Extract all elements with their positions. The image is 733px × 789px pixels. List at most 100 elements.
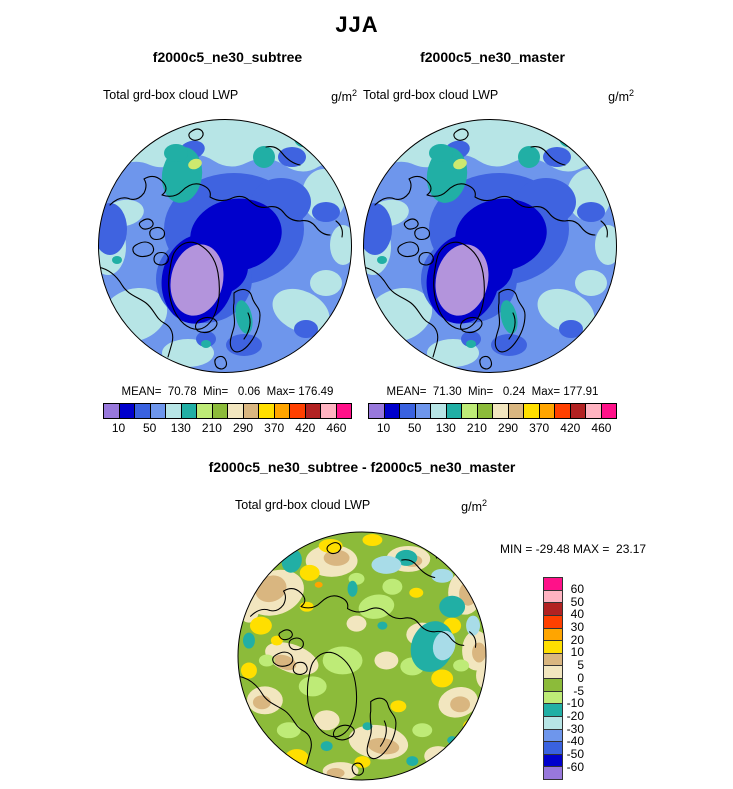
colorbar-tick-label: 10 [111, 421, 126, 435]
diff-minmax-text: MIN = -29.48 MAX = 23.17 [500, 542, 647, 556]
units-label: g/m2 [331, 88, 357, 105]
colorbar-cell [476, 404, 492, 418]
diff-panel-title: f2000c5_ne30_subtree - f2000c5_ne30_mast… [208, 459, 516, 475]
colorbar-cell [544, 640, 562, 653]
polar-map-master [363, 119, 617, 373]
colorbar-tick-label: 460 [326, 421, 347, 435]
colorbar-tick-label: 130 [170, 421, 191, 435]
colorbar-tick-label: -5 [573, 683, 584, 698]
colorbar-tick-label: -20 [566, 708, 584, 723]
colorbar-tick-label: 10 [570, 645, 584, 660]
colorbar-tick-label: 50 [570, 594, 584, 609]
colorbar-tick-label: 290 [233, 421, 254, 435]
colorbar-tick-label: 60 [570, 582, 584, 596]
colorbar-cell [544, 728, 562, 742]
colorbar-cell [383, 404, 399, 418]
colorbar-tick-label: 370 [529, 421, 550, 435]
colorbar-cell [369, 404, 384, 418]
colorbar-cell [242, 404, 258, 418]
colorbar-tick-label: 30 [570, 620, 584, 635]
colorbar-cell [544, 589, 562, 603]
page-title: JJA [335, 12, 379, 37]
colorbar-tick-label: 50 [143, 421, 157, 435]
colorbar-cell [544, 741, 562, 754]
map-boundary-circle [237, 531, 487, 781]
map-fill-difference [237, 531, 487, 781]
colorbar-tick-label: 210 [201, 421, 222, 435]
field-label: Total grd-box cloud LWP [235, 498, 371, 512]
colorbar-tick-label: 370 [264, 421, 285, 435]
colorbar-cell [445, 404, 461, 418]
colorbar-cell [507, 404, 523, 418]
colorbar-cell [492, 404, 508, 418]
colorbar-cell [227, 404, 243, 418]
colorbar-cell [544, 627, 562, 641]
field-label: Total grd-box cloud LWP [363, 88, 499, 102]
colorbar-tick-label: 40 [570, 607, 584, 622]
colorbar-cell [544, 602, 562, 615]
colorbar-tick-label: -50 [566, 746, 584, 761]
panel-title-master: f2000c5_ne30_master [420, 49, 565, 65]
field-row-master: Total grd-box cloud LWP g/m2 [363, 88, 634, 104]
colorbar-tick-label: -30 [566, 721, 584, 736]
colorbar-cell [600, 404, 616, 418]
colorbar-cell [335, 404, 351, 418]
colorbar-cell [544, 703, 562, 716]
colorbar-cell [165, 404, 181, 418]
colorbar-tick-label: 420 [295, 421, 316, 435]
colorbar-cell [399, 404, 415, 418]
colorbar-tick-label: 0 [577, 670, 584, 685]
colorbar-cell [196, 404, 212, 418]
field-label: Total grd-box cloud LWP [103, 88, 239, 102]
map-boundary-circle [98, 119, 352, 373]
colorbar-tick-label: 10 [376, 421, 391, 435]
colorbar-cell [544, 766, 562, 779]
colorbar-tick-label: 290 [498, 421, 519, 435]
colorbar-cell [414, 404, 430, 418]
colorbar-cell [538, 404, 554, 418]
colorbar-tick-label: 420 [560, 421, 581, 435]
colorbar-tick-label: 50 [408, 421, 422, 435]
colorbar-subtree [103, 403, 352, 419]
colorbar-tick-label: 210 [466, 421, 487, 435]
colorbar-cell [544, 614, 562, 628]
map-boundary-circle [363, 119, 617, 373]
field-row-diff: Total grd-box cloud LWP g/m2 [235, 498, 487, 514]
colorbar-cell [118, 404, 134, 418]
colorbar-cell [104, 404, 119, 418]
colorbar-master [368, 403, 617, 419]
colorbar-cell [258, 404, 274, 418]
map-fill-subtree [98, 119, 352, 373]
colorbar-ticks-subtree: 10 50 130 210 290 370 420 460 [103, 421, 352, 436]
colorbar-tick-label: 460 [591, 421, 612, 435]
colorbar-tick-label: -60 [566, 759, 584, 774]
diff-colorbar-ticks: 60 50 40 30 20 10 5 0 -5 -10 -20 -30 -40 -50 -60 [558, 583, 584, 773]
colorbar-cell [544, 652, 562, 666]
colorbar-ticks-master: 10 50 130 210 290 370 420 460 [368, 421, 617, 436]
colorbar-cell [304, 404, 320, 418]
colorbar-cell [544, 753, 562, 767]
colorbar-cell [273, 404, 289, 418]
colorbar-cell [180, 404, 196, 418]
colorbar-tick-label: -10 [566, 696, 584, 711]
colorbar-cell [149, 404, 165, 418]
colorbar-cell [289, 404, 305, 418]
colorbar-cell [523, 404, 539, 418]
colorbar-tick-label: 5 [577, 658, 584, 673]
stats-master: MEAN= 71.30 Min= 0.24 Max= 177.91 [386, 386, 599, 398]
polar-map-subtree [98, 119, 352, 373]
colorbar-cell [430, 404, 446, 418]
colorbar-tick-label: -40 [566, 734, 584, 749]
field-row-subtree: Total grd-box cloud LWP g/m2 [103, 88, 357, 104]
colorbar-cell [461, 404, 477, 418]
colorbar-cell [585, 404, 601, 418]
colorbar-cell [320, 404, 336, 418]
colorbar-cell [544, 665, 562, 678]
colorbar-cell [544, 578, 562, 590]
units-label: g/m2 [461, 498, 487, 515]
colorbar-cell [544, 690, 562, 704]
colorbar-cell [544, 715, 562, 729]
colorbar-cell [211, 404, 227, 418]
polar-map-difference [237, 531, 487, 781]
stats-subtree: MEAN= 70.78 Min= 0.06 Max= 176.49 [121, 386, 334, 398]
